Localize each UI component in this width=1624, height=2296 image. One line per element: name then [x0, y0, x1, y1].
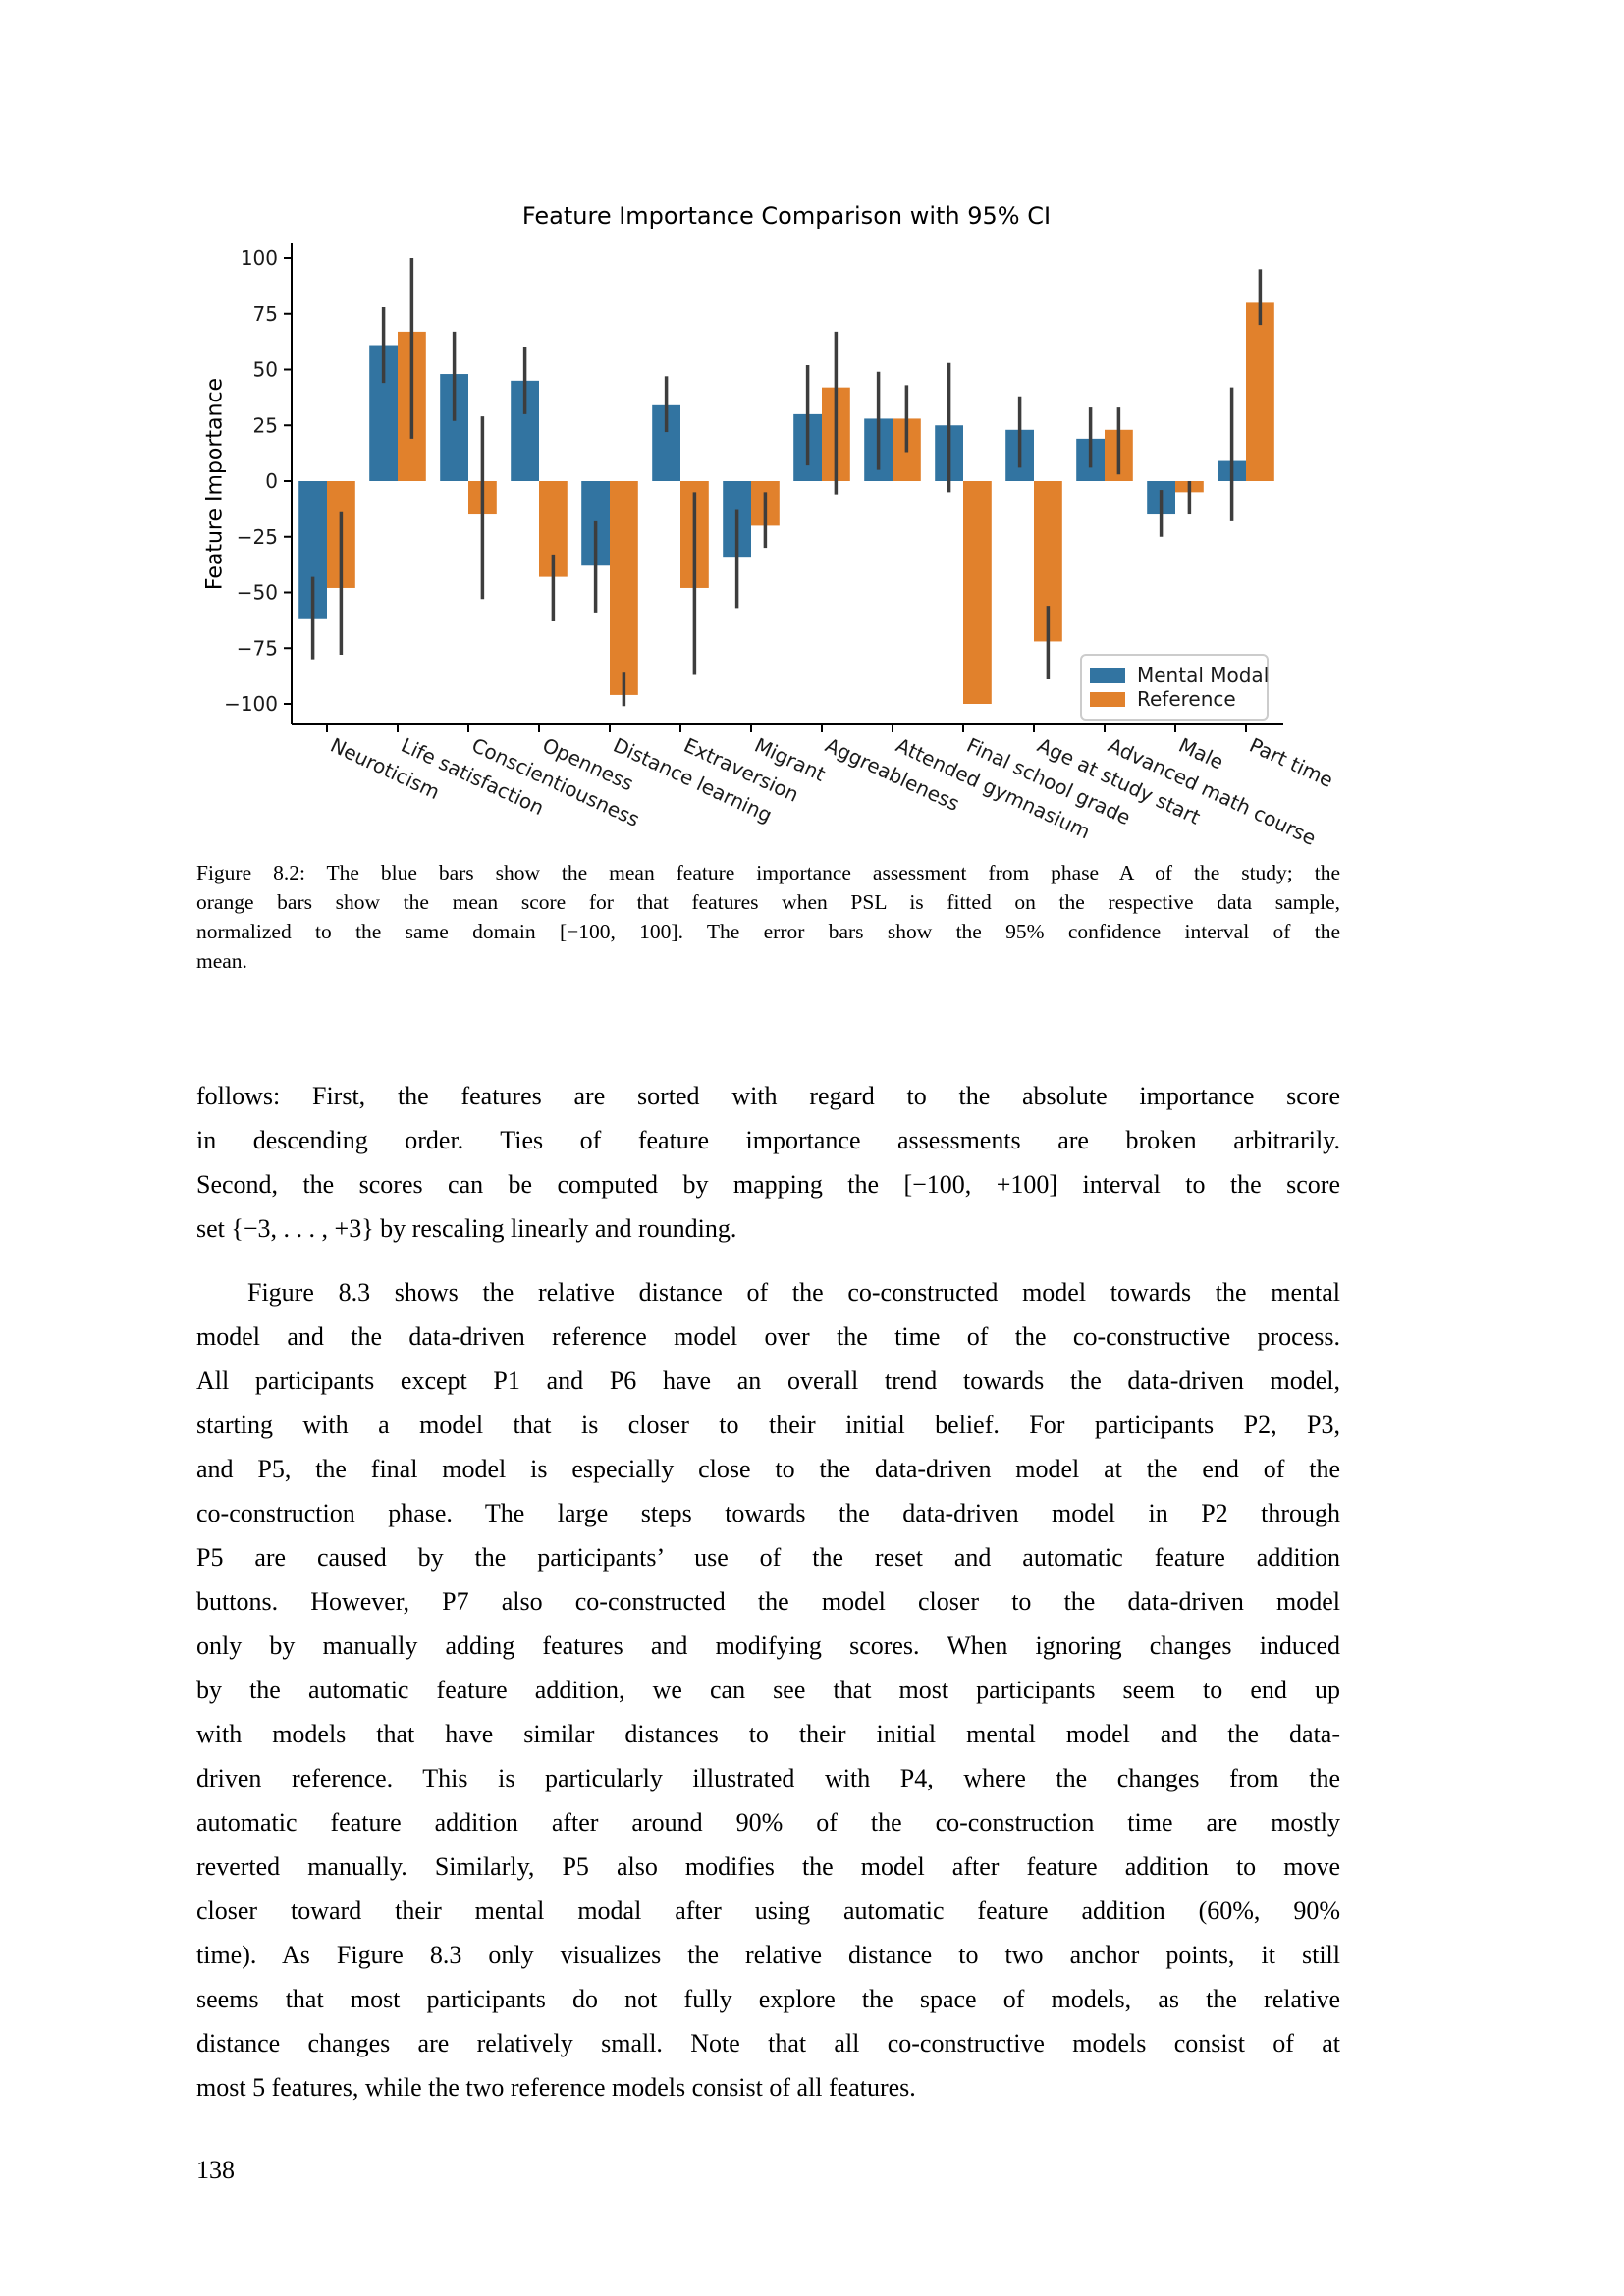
body-line: in descending order. Ties of feature imp… — [196, 1126, 1340, 1154]
legend-swatch-blue — [1090, 667, 1125, 683]
body-line: by the automatic feature addition, we ca… — [196, 1676, 1340, 1704]
body-line: driven reference. This is particularly i… — [196, 1764, 1340, 1792]
y-tick-label: −25 — [237, 525, 278, 549]
y-tick-label: −100 — [224, 692, 278, 716]
body-line: automatic feature addition after around … — [196, 1808, 1340, 1837]
caption-line: orange bars show the mean score for that… — [196, 890, 1340, 914]
body-line: distance changes are relatively small. N… — [196, 2029, 1340, 2057]
body-line: seems that most participants do not full… — [196, 1985, 1340, 2013]
body-line: and P5, the final model is especially cl… — [196, 1455, 1340, 1483]
body-line: time). As Figure 8.3 only visualizes the… — [196, 1941, 1340, 1969]
body-line: P5 are caused by the participants’ use o… — [196, 1543, 1340, 1572]
legend-swatch-orange — [1090, 691, 1125, 707]
paragraph: follows: First, the features are sorted … — [196, 1074, 1340, 1251]
y-tick-label: 100 — [241, 246, 278, 270]
body-text: follows: First, the features are sorted … — [196, 1074, 1340, 2109]
y-tick-label: 0 — [265, 469, 278, 493]
body-line: Figure 8.3 shows the relative distance o… — [247, 1278, 1340, 1307]
figure-caption: Figure 8.2: The blue bars show the mean … — [196, 858, 1340, 976]
body-line: model and the data-driven reference mode… — [196, 1322, 1340, 1351]
y-tick-label: −75 — [237, 636, 278, 660]
caption-line: normalized to the same domain [−100, 100… — [196, 920, 1340, 943]
body-line: starting with a model that is closer to … — [196, 1411, 1340, 1439]
bar-reference — [1246, 302, 1274, 481]
legend-entry-reference: Reference — [1090, 687, 1257, 711]
body-line: only by manually adding features and mod… — [196, 1631, 1340, 1660]
body-line: most 5 features, while the two reference… — [196, 2073, 916, 2102]
figure-8-2-chart: 100 75 50 25 0 −25 −50 −75 −100 Neuroticism Life s… — [0, 0, 1624, 854]
legend-label: Mental Modal — [1137, 664, 1270, 687]
paragraph: Figure 8.3 shows the relative distance o… — [196, 1270, 1340, 2109]
x-tick-label: Part time — [1246, 733, 1337, 792]
body-line: set {−3, . . . , +3} by rescaling linear… — [196, 1214, 737, 1243]
body-line: co-construction phase. The large steps t… — [196, 1499, 1340, 1527]
body-line: Second, the scores can be computed by ma… — [196, 1170, 1340, 1199]
caption-line: Figure 8.2: The blue bars show the mean … — [196, 861, 1340, 884]
y-tick-label: 25 — [253, 413, 278, 437]
bar-reference — [610, 481, 638, 695]
legend-entry-mental-modal: Mental Modal — [1090, 664, 1269, 687]
body-line: with models that have similar distances … — [196, 1720, 1340, 1748]
chart-legend: Mental Modal Reference — [1080, 654, 1269, 721]
y-tick-label: −50 — [237, 581, 278, 605]
body-line: buttons. However, P7 also co-constructed… — [196, 1587, 1340, 1616]
chart-title: Feature Importance Comparison with 95% C… — [521, 202, 1052, 230]
legend-label: Reference — [1137, 687, 1236, 711]
body-line: All participants except P1 and P6 have a… — [196, 1366, 1340, 1395]
bar-reference — [963, 481, 992, 704]
caption-line: mean. — [196, 949, 247, 973]
body-line: closer toward their mental modal after u… — [196, 1896, 1340, 1925]
page-number: 138 — [196, 2156, 235, 2184]
y-tick-label: 75 — [253, 302, 278, 326]
body-line: follows: First, the features are sorted … — [196, 1082, 1340, 1110]
y-tick-label: 50 — [253, 358, 278, 382]
y-axis-label: Feature Importance — [202, 377, 228, 591]
body-line: reverted manually. Similarly, P5 also mo… — [196, 1852, 1340, 1881]
